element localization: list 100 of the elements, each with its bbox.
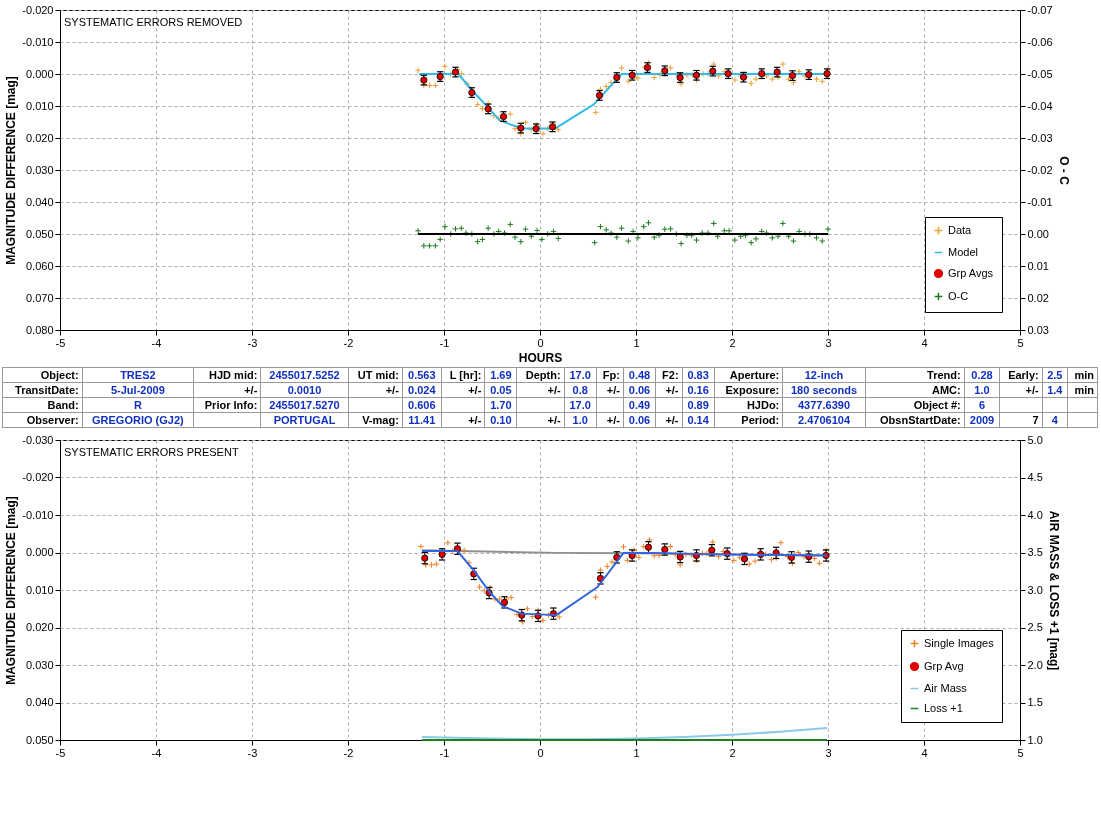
y2-axis-title: O - C (1056, 156, 1071, 186)
text: 0.024 (408, 384, 436, 396)
x-tick-label: 5 (1017, 336, 1024, 349)
y2-tick-label: -0.04 (1027, 99, 1053, 112)
text: ObsnStartDate: (880, 414, 961, 426)
text: +/- (468, 414, 482, 426)
y-axis-title: MAGNITUDE DIFFERENCE [mag] (4, 496, 19, 685)
y2-tick-label: -0.01 (1027, 195, 1053, 208)
text: L [hr]: (449, 369, 482, 381)
legend-label: Model (948, 245, 978, 258)
text: 4 (1051, 414, 1058, 426)
y2-tick-label: 1.0 (1027, 733, 1043, 746)
y-tick-label: 0.050 (25, 227, 54, 240)
y-tick-label: -0.010 (22, 35, 54, 48)
y2-tick-label: 0.00 (1027, 227, 1049, 240)
text: 0.89 (687, 399, 709, 411)
text: 17.0 (569, 369, 591, 381)
y-tick-label: 0.020 (25, 131, 54, 144)
text: 0.606 (408, 399, 436, 411)
text: PORTUGAL (273, 414, 336, 426)
y2-tick-label: 3.0 (1027, 583, 1043, 596)
x-tick-label: 4 (921, 336, 928, 349)
text: min (1074, 369, 1094, 381)
x-tick-label: -4 (151, 746, 162, 759)
text: +/- (1025, 384, 1039, 396)
text: Period: (741, 414, 780, 426)
y-tick-label: 0.000 (25, 546, 54, 558)
legend-label: Data (948, 223, 973, 236)
legend-label: O-C (948, 289, 969, 302)
text: min (1074, 384, 1094, 396)
x-tick-label: 3 (825, 746, 832, 759)
text: HJDo: (746, 399, 780, 411)
text: 6 (978, 399, 986, 411)
x-tick-label: 0 (537, 336, 544, 349)
y-tick-label: 0.040 (25, 195, 54, 208)
text: Early: (1008, 369, 1039, 381)
text: TransitDate: (15, 384, 79, 396)
y-axis-title: MAGNITUDE DIFFERENCE [mag] (4, 76, 19, 265)
x-tick-label: 3 (825, 336, 832, 349)
y2-tick-label: -0.03 (1027, 131, 1053, 144)
text: +/- (606, 414, 620, 426)
text: +/- (385, 384, 399, 396)
x-tick-label: -3 (247, 336, 258, 349)
text: F2: (662, 369, 679, 381)
text: 0.8 (572, 384, 588, 396)
text: Trend: (927, 369, 961, 381)
text: 5-Jul-2009 (110, 384, 165, 396)
text: GREGORIO (GJ2) (92, 414, 184, 426)
text: 2455017.5252 (269, 369, 340, 381)
text: 1.69 (490, 369, 512, 381)
y2-tick-label: 4.5 (1027, 471, 1043, 483)
text: Fp: (602, 369, 620, 381)
y-tick-label: 0.060 (25, 259, 54, 272)
y-tick-label: -0.010 (22, 508, 54, 521)
text: +/- (468, 384, 482, 396)
y-tick-label: 0.010 (25, 583, 54, 596)
text: 0.06 (628, 384, 651, 396)
text: Exposure: (725, 384, 780, 396)
y2-tick-label: 5.0 (1027, 433, 1043, 446)
x-tick-label: -2 (343, 746, 354, 759)
text: Object: (40, 369, 79, 381)
y-tick-label: 0.030 (25, 658, 54, 671)
text: +/- (244, 384, 258, 396)
text: 0.83 (687, 369, 709, 381)
text: Object #: (913, 399, 961, 411)
text: HJD mid: (209, 369, 258, 381)
text: 2455017.5270 (269, 399, 340, 411)
x-tick-label: 1 (633, 336, 640, 349)
y2-tick-label: -0.02 (1027, 163, 1053, 176)
legend-label: Grp Avg (924, 659, 964, 672)
text: 1.4 (1047, 384, 1063, 396)
legend-label: Loss +1 (924, 701, 963, 714)
x-tick-label: 4 (921, 746, 928, 759)
legend-label: Grp Avgs (948, 266, 994, 279)
x-tick-label: 1 (633, 746, 640, 759)
y2-tick-label: 4.0 (1027, 508, 1043, 521)
x-tick-label: -2 (343, 336, 354, 349)
text: 7 (1032, 414, 1039, 426)
text: 0.16 (687, 384, 709, 396)
point (740, 555, 749, 563)
y-tick-label: 0.020 (25, 621, 54, 633)
text: 11.41 (408, 414, 436, 426)
y-tick-label: 0.040 (25, 696, 54, 708)
y2-tick-label: -0.06 (1027, 35, 1053, 48)
x-tick-label: 2 (729, 336, 736, 349)
text: 0.28 (971, 369, 993, 381)
y2-axis-title: AIR MASS & LOSS +1 [mag] (1046, 510, 1061, 671)
legend-label: Air Mass (924, 681, 968, 694)
text: 2.5 (1047, 369, 1063, 381)
text: 4377.6390 (798, 399, 850, 411)
y-tick-label: 0.080 (25, 323, 54, 336)
legend-label: Single Images (924, 636, 995, 649)
text: +/- (665, 414, 679, 426)
text: 1.0 (974, 384, 990, 396)
text: +/- (547, 414, 561, 426)
text: 2009 (969, 414, 995, 426)
text: UT mid: (357, 369, 399, 381)
text: Band: (47, 399, 79, 411)
text: 0.49 (628, 399, 651, 411)
y-tick-label: 0.050 (25, 733, 54, 746)
